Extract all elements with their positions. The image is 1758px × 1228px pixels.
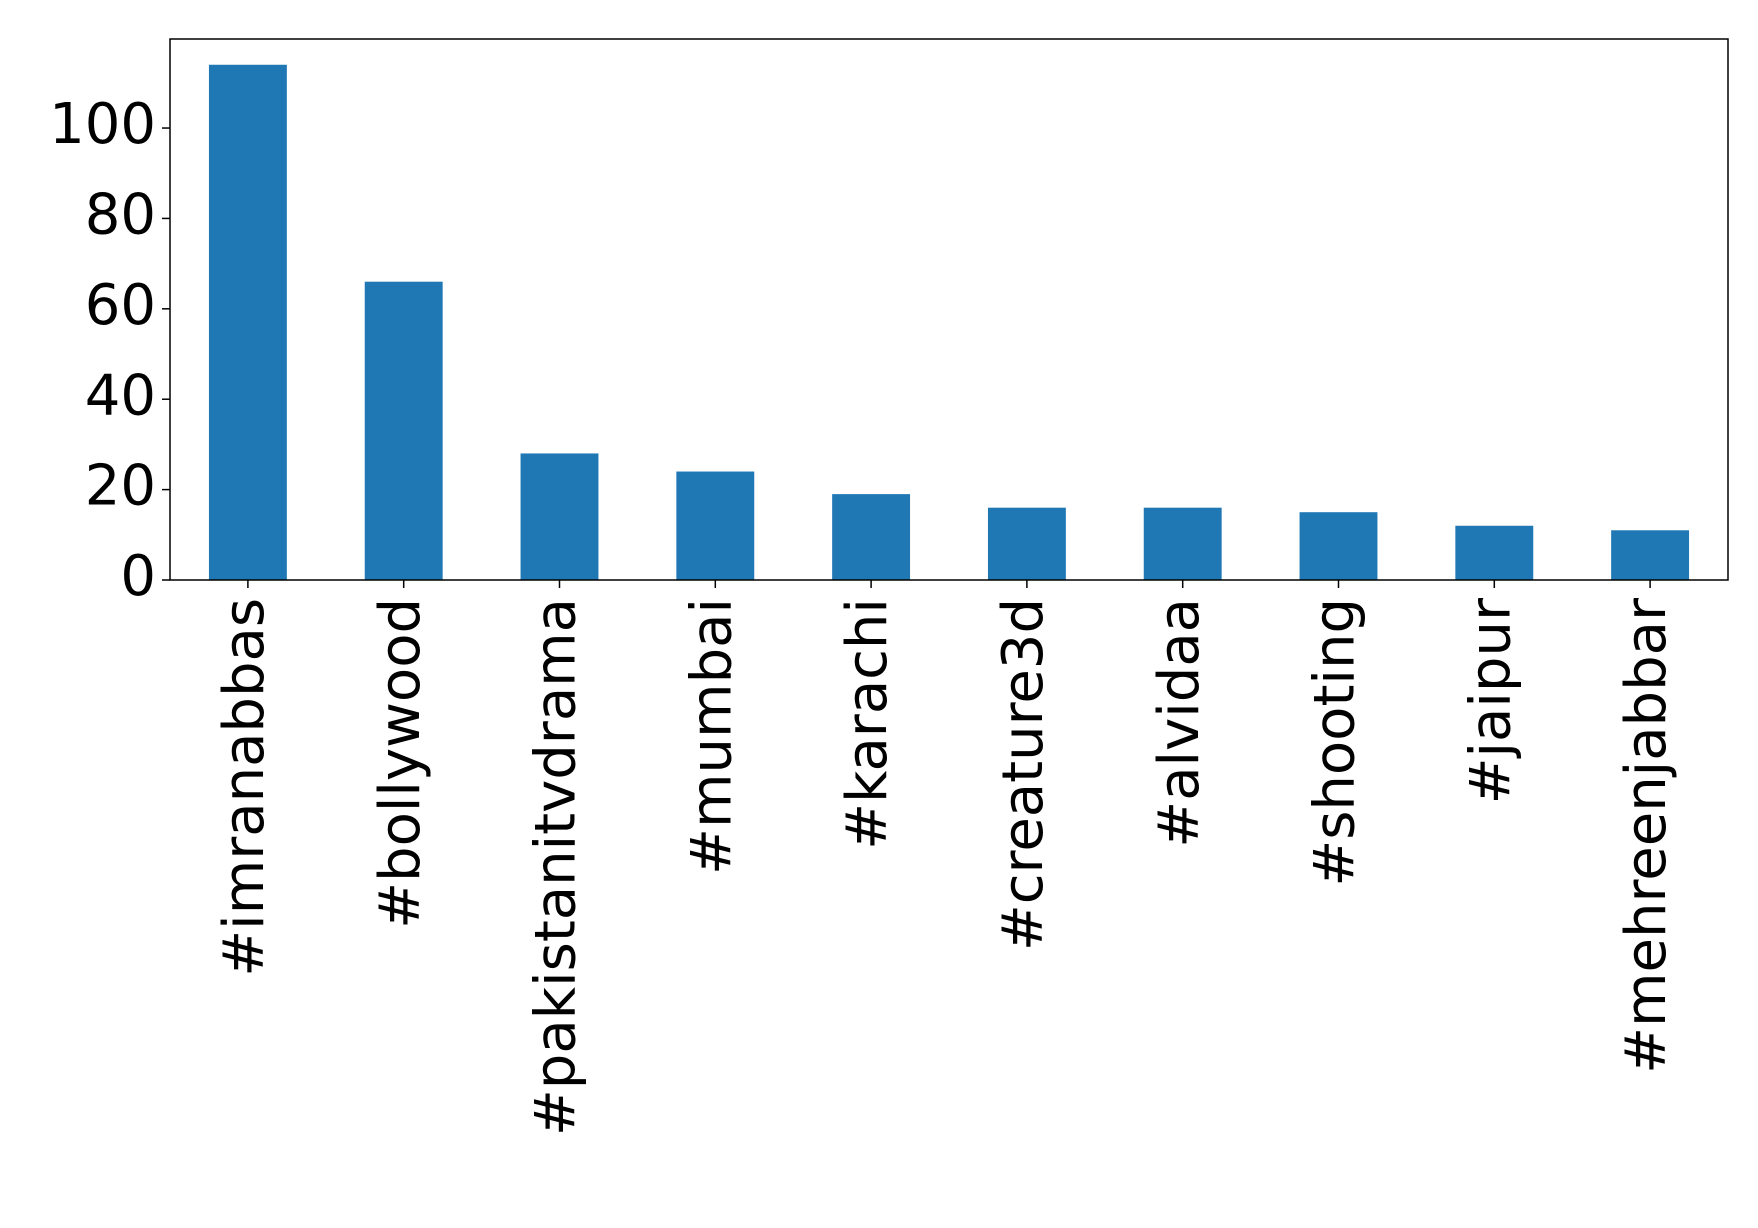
y-tick-label: 40 [85, 363, 156, 428]
y-tick-label: 20 [85, 454, 156, 519]
bar [208, 64, 287, 580]
plot-frame [169, 38, 1729, 581]
bar [676, 471, 755, 580]
x-tick-label: #mehreenjabbar [1614, 597, 1679, 1074]
bar [364, 281, 443, 580]
bar [1611, 530, 1690, 580]
y-tick-label: 80 [85, 183, 156, 248]
x-tick-label: #alvidaa [1147, 598, 1212, 848]
bar [1143, 507, 1222, 580]
x-tick-label: #mumbai [679, 598, 744, 875]
bar [832, 494, 911, 580]
x-tick-label: #bollywood [368, 598, 433, 929]
x-tick-label: #jaipur [1458, 597, 1523, 804]
bar [520, 453, 599, 580]
bar [987, 507, 1066, 580]
x-tick-label: #pakistanitvdrama [524, 598, 589, 1136]
y-tick-label: 60 [85, 273, 156, 338]
y-tick-label: 0 [120, 544, 156, 609]
y-tick-label: 100 [49, 92, 156, 157]
x-tick-label: #shooting [1303, 598, 1368, 887]
x-tick-label: #karachi [835, 598, 900, 850]
bar [1299, 512, 1378, 580]
x-tick-label: #creature3d [991, 598, 1056, 951]
bar [1455, 525, 1534, 580]
x-tick-label: #imranabbas [212, 598, 277, 977]
